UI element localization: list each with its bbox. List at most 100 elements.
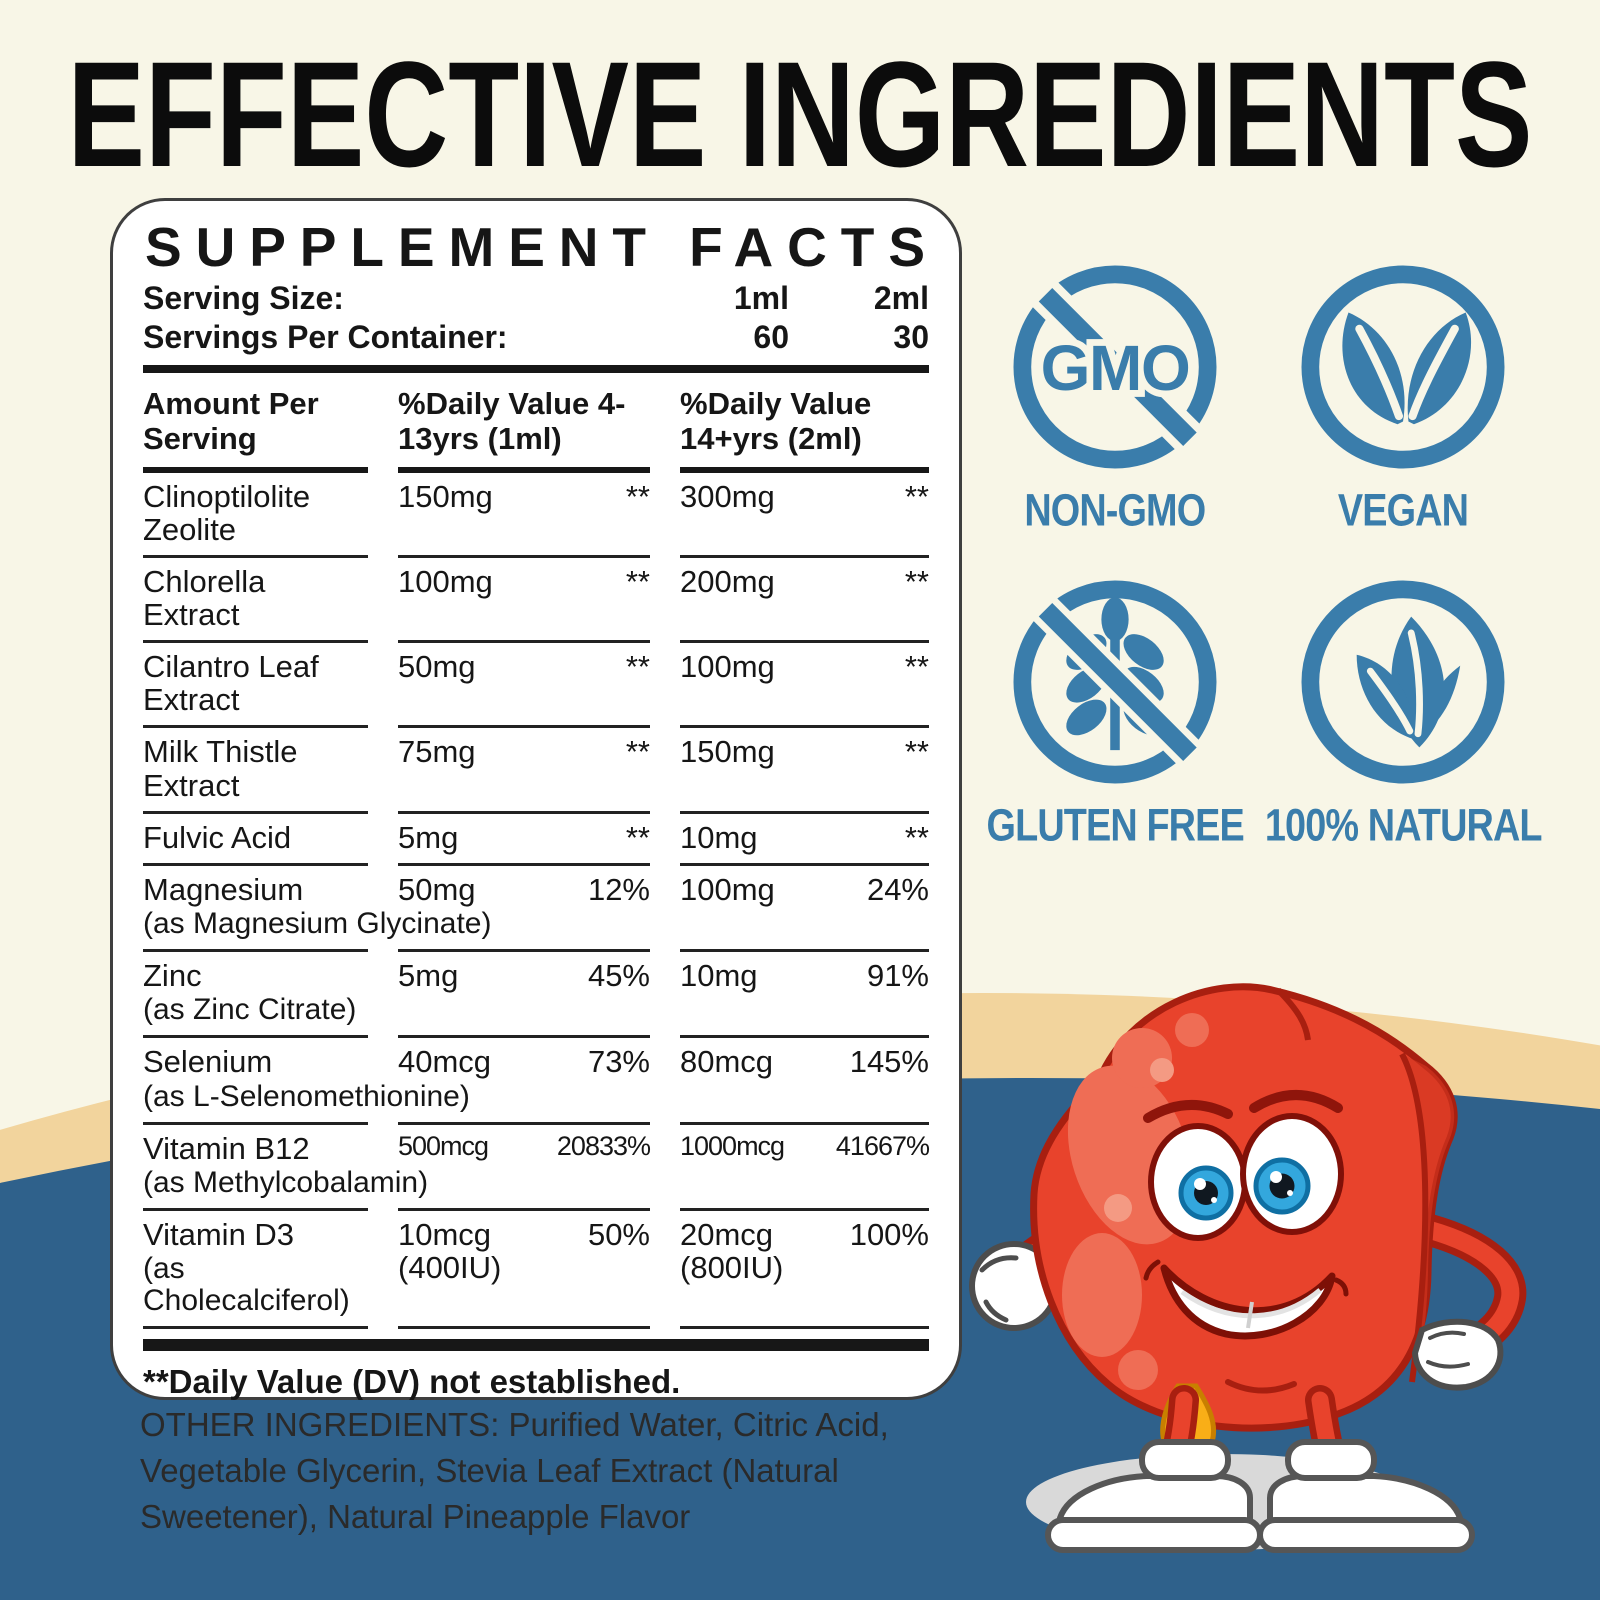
dv-1ml: 20833%	[556, 1130, 651, 1161]
ingredient-row: Chlorella Extract 100mg ** 200mg **	[143, 558, 929, 644]
amount-1ml: 10mcg (400IU)	[398, 1216, 502, 1286]
ingredient-name: Milk Thistle Extract	[143, 734, 298, 803]
amount-2ml: 10mg	[680, 958, 758, 994]
amount-2ml: 1000mcg	[680, 1130, 785, 1161]
ingredient-name: Fulvic Acid	[143, 819, 292, 855]
gluten-free-wheat-icon	[1013, 580, 1217, 784]
dv-2ml: **	[904, 649, 929, 685]
dv-2ml: 91%	[866, 958, 929, 994]
dv-1ml: 73%	[587, 1044, 650, 1080]
dv-1ml: 50%	[587, 1216, 650, 1252]
ingredient-name: Chlorella Extract	[143, 563, 266, 632]
amount-1ml: 100mg	[398, 563, 493, 599]
amount-1ml: 150mg	[398, 478, 493, 514]
amount-2ml: 300mg	[680, 478, 775, 514]
mascot-face	[1143, 1090, 1349, 1394]
gluten-free-badge: GLUTEN FREE	[985, 573, 1245, 849]
dv-2ml: 100%	[849, 1216, 929, 1252]
ingredient-form: (as Cholecalciferol)	[143, 1252, 350, 1318]
non-gmo-badge: GMO NON-GMO	[985, 258, 1245, 537]
amount-1ml: 500mcg	[398, 1130, 489, 1161]
column-header-amount: Amount Per Serving	[143, 385, 368, 473]
ingredient-form: (as L-Selenomethionine)	[143, 1079, 470, 1113]
dv-1ml: **	[625, 819, 650, 855]
ingredient-name: Zinc	[143, 958, 202, 994]
servings-per-container-row: Servings Per Container: 60 30	[143, 318, 929, 357]
ingredient-row: Vitamin B12 (as Methylcobalamin) 500mcg 20…	[143, 1125, 930, 1211]
ingredient-row: Cilantro Leaf Extract 50mg ** 100mg **	[143, 643, 929, 729]
ingredient-form: (as Methylcobalamin)	[143, 1165, 429, 1199]
divider-bar	[143, 365, 929, 374]
ingredient-name: Selenium	[143, 1044, 273, 1080]
ingredient-row: Vitamin D3 (as Cholecalciferol) 10mcg (40…	[143, 1211, 929, 1330]
page-title: EFFECTIVE INGREDIENTS	[68, 30, 1533, 198]
supplement-facts-heading-banner: SUPPLEMENT FACTS	[145, 219, 925, 278]
ingredient-name: Vitamin D3	[143, 1216, 295, 1252]
natural-leaves-icon	[1301, 580, 1505, 784]
mascot-shoes	[1045, 1439, 1475, 1553]
other-ingredients-text: OTHER INGREDIENTS: Purified Water, Citri…	[140, 1406, 889, 1536]
ingredient-row: Zinc (as Zinc Citrate) 5mg 45% 10mg 91%	[143, 952, 929, 1039]
badge-label: GLUTEN FREE	[986, 800, 1244, 852]
amount-2ml: 100mg	[680, 649, 775, 685]
serving-size-label: Serving Size:	[143, 280, 344, 316]
dv-2ml: **	[904, 478, 929, 514]
divider-bar	[143, 1339, 929, 1352]
amount-2ml: 20mcg (800IU)	[680, 1216, 784, 1286]
vegan-leaves-icon	[1301, 265, 1505, 469]
dv-1ml: **	[625, 563, 650, 599]
badge-label: NON-GMO	[1024, 485, 1207, 537]
column-header-dv-2ml: %Daily Value 14+yrs (2ml)	[680, 385, 929, 473]
badge-label: 100% NATURAL	[1264, 800, 1543, 852]
ingredient-row: Fulvic Acid 5mg ** 10mg **	[143, 814, 929, 866]
dv-1ml: 12%	[587, 871, 650, 907]
ingredient-form: (as Magnesium Glycinate)	[143, 907, 492, 941]
daily-value-footnote: **Daily Value (DV) not established.	[143, 1363, 681, 1401]
amount-1ml: 50mg	[398, 871, 476, 907]
dv-1ml: 45%	[587, 958, 650, 994]
natural-badge: 100% NATURAL	[1265, 573, 1542, 849]
servings-per-container-value-1: 60	[753, 319, 789, 356]
column-header-dv-1ml: %Daily Value 4-13yrs (1ml)	[398, 385, 650, 473]
serving-size-value-2ml: 2ml	[873, 280, 929, 316]
other-ingredients-label: OTHER INGREDIENTS:	[140, 1406, 500, 1443]
ingredient-name: Cilantro Leaf Extract	[143, 649, 319, 718]
servings-per-container-label: Servings Per Container:	[143, 319, 508, 356]
amount-2ml: 80mcg	[680, 1044, 774, 1080]
mascot-right-glove	[1411, 1318, 1504, 1391]
ingredient-name: Vitamin B12	[143, 1130, 310, 1166]
page-title-banner: EFFECTIVE INGREDIENTS	[68, 30, 1533, 198]
ingredient-form: (as Zinc Citrate)	[143, 993, 357, 1027]
mascot-body	[1030, 983, 1458, 1432]
non-gmo-icon: GMO	[1013, 265, 1217, 469]
certification-badges: GMO NON-GMO VEGAN	[985, 258, 1542, 849]
supplement-facts-heading: SUPPLEMENT FACTS	[145, 219, 925, 278]
dv-1ml: **	[625, 734, 650, 770]
dv-2ml: 41667%	[835, 1130, 930, 1161]
dv-2ml: 24%	[866, 871, 929, 907]
dv-1ml: **	[625, 649, 650, 685]
ingredient-row: Clinoptilolite Zeolite 150mg ** 300mg **	[143, 473, 929, 558]
supplement-facts-panel: SUPPLEMENT FACTS Serving Size: 1ml 2ml S…	[110, 198, 962, 1400]
dv-2ml: **	[904, 563, 929, 599]
amount-1ml: 40mcg	[398, 1044, 492, 1080]
amount-2ml: 100mg	[680, 871, 775, 907]
servings-per-container-value-2: 30	[893, 319, 929, 356]
ingredient-row: Magnesium (as Magnesium Glycinate) 50mg 12…	[143, 866, 929, 953]
serving-size-row: Serving Size: 1ml 2ml	[143, 279, 929, 318]
amount-2ml: 10mg	[680, 819, 758, 855]
badge-label: VEGAN	[1337, 485, 1469, 537]
serving-size-value-1ml: 1ml	[733, 280, 789, 316]
ingredient-name: Magnesium	[143, 871, 304, 907]
liver-cartoon-mascot	[969, 983, 1527, 1553]
amount-2ml: 200mg	[680, 563, 775, 599]
amount-1ml: 75mg	[398, 734, 476, 770]
amount-2ml: 150mg	[680, 734, 775, 770]
ingredient-row: Milk Thistle Extract 75mg ** 150mg **	[143, 728, 929, 814]
dv-2ml: **	[904, 819, 929, 855]
dv-2ml: **	[904, 734, 929, 770]
amount-1ml: 50mg	[398, 649, 476, 685]
ingredient-row: Selenium (as L-Selenomethionine) 40mcg 73%…	[143, 1038, 929, 1125]
gmo-icon-text: GMO	[1041, 332, 1190, 404]
